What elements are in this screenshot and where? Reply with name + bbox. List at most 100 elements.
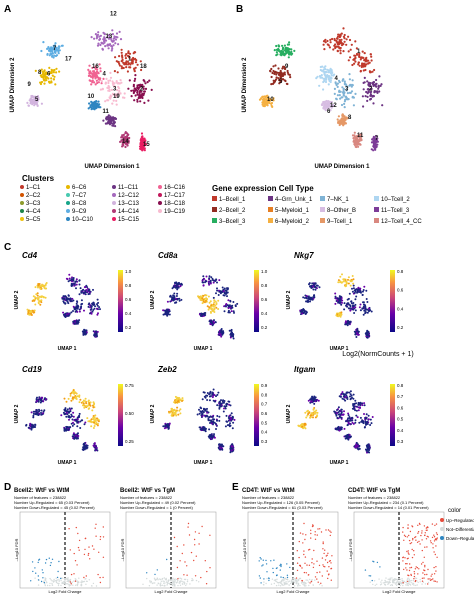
volcano-point	[84, 549, 85, 550]
umap-point	[136, 101, 138, 103]
colorbar-tick: 0.2	[261, 325, 268, 330]
volcano-point	[68, 581, 69, 582]
umap-point	[376, 90, 378, 92]
volcano-point	[276, 581, 277, 582]
umap-point	[344, 82, 346, 84]
umap-point	[279, 74, 281, 76]
umap-point	[134, 74, 136, 76]
feature-point	[62, 312, 64, 314]
feature-point	[365, 290, 367, 292]
umap-point	[353, 59, 355, 61]
umap-point	[349, 39, 351, 41]
umap-point	[344, 80, 346, 82]
volcano-point	[189, 583, 190, 584]
volcano-point	[57, 579, 58, 580]
volcano-ylabel: –Log10 FDR	[14, 539, 19, 562]
feature-point	[173, 293, 175, 295]
volcano-point	[317, 534, 318, 535]
feature-point	[232, 422, 234, 424]
feature-point	[163, 314, 165, 316]
panel-letter-a: A	[4, 4, 11, 15]
panel-b: B UMAP Dimension 2 UMAP Dimension 1 1234…	[212, 4, 422, 225]
feature-point	[77, 308, 79, 310]
umap-point	[43, 74, 45, 76]
feature-point	[307, 299, 309, 301]
feature-point	[204, 314, 206, 316]
umap-point	[107, 90, 109, 92]
feature-point	[359, 403, 361, 405]
volcano-point	[310, 530, 311, 531]
feature-point	[78, 280, 80, 282]
umap-point	[102, 120, 104, 122]
volcano-point	[146, 578, 147, 579]
umap-point	[96, 80, 98, 82]
feature-point	[339, 281, 341, 283]
volcano-point	[52, 559, 53, 560]
feature-point	[350, 393, 352, 395]
feature-point	[206, 399, 208, 401]
umap-point	[348, 98, 350, 100]
umap-point	[42, 41, 44, 43]
feature-point	[216, 420, 218, 422]
feature-point	[85, 291, 87, 293]
feature-point	[204, 294, 206, 296]
feature-point	[344, 302, 346, 304]
volcano-point	[46, 582, 47, 583]
feature-point	[306, 415, 308, 417]
feature-point	[38, 414, 40, 416]
volcano-point	[152, 582, 153, 583]
volcano-point	[313, 567, 314, 568]
feature-point	[226, 295, 228, 297]
volcano-point	[74, 553, 75, 554]
umap-point	[334, 47, 336, 49]
feature-point	[210, 421, 212, 423]
legend-label: 8–C8	[72, 201, 87, 207]
feature-point	[34, 304, 36, 306]
feature-point	[360, 417, 362, 419]
feature-point	[220, 336, 222, 338]
umap-point	[340, 47, 342, 49]
feature-point	[36, 401, 38, 403]
feature-point	[229, 330, 231, 332]
feature-point	[86, 286, 88, 288]
feature-point	[42, 412, 44, 414]
umap-point	[91, 36, 93, 38]
umap-point	[344, 34, 346, 36]
feature-point	[311, 401, 313, 403]
feature-point	[363, 413, 365, 415]
umap-point	[99, 38, 101, 40]
umap-point	[29, 102, 31, 104]
umap-point	[118, 55, 120, 57]
feature-point	[301, 313, 303, 315]
umap-point	[139, 100, 141, 102]
volcano-point	[38, 579, 39, 580]
umap-point	[325, 71, 327, 73]
legend-swatch	[212, 218, 217, 223]
volcano-point	[175, 580, 176, 581]
feature-point	[337, 298, 339, 300]
umap-point	[126, 132, 128, 134]
volcano-point	[173, 579, 174, 580]
feature-point	[90, 401, 92, 403]
volcano-point	[180, 578, 181, 579]
umap-point	[58, 46, 60, 48]
umap-point	[325, 75, 327, 77]
feature-point	[347, 279, 349, 281]
volcano-point	[327, 570, 328, 571]
legend-label: 13–C13	[118, 201, 140, 207]
legend-swatch	[20, 209, 24, 213]
feature-point	[198, 409, 200, 411]
umap-point	[352, 134, 354, 136]
umap-point	[121, 57, 123, 59]
umap-point	[365, 95, 367, 97]
feature-point	[202, 282, 204, 284]
feature-point	[211, 308, 213, 310]
feature-point	[339, 298, 341, 300]
volcano-point	[84, 578, 85, 579]
feature-point	[355, 296, 357, 298]
volcano-point	[290, 583, 291, 584]
umap-point	[39, 82, 41, 84]
volcano-point	[102, 577, 103, 578]
umap-point	[371, 59, 373, 61]
feature-point	[308, 400, 310, 402]
